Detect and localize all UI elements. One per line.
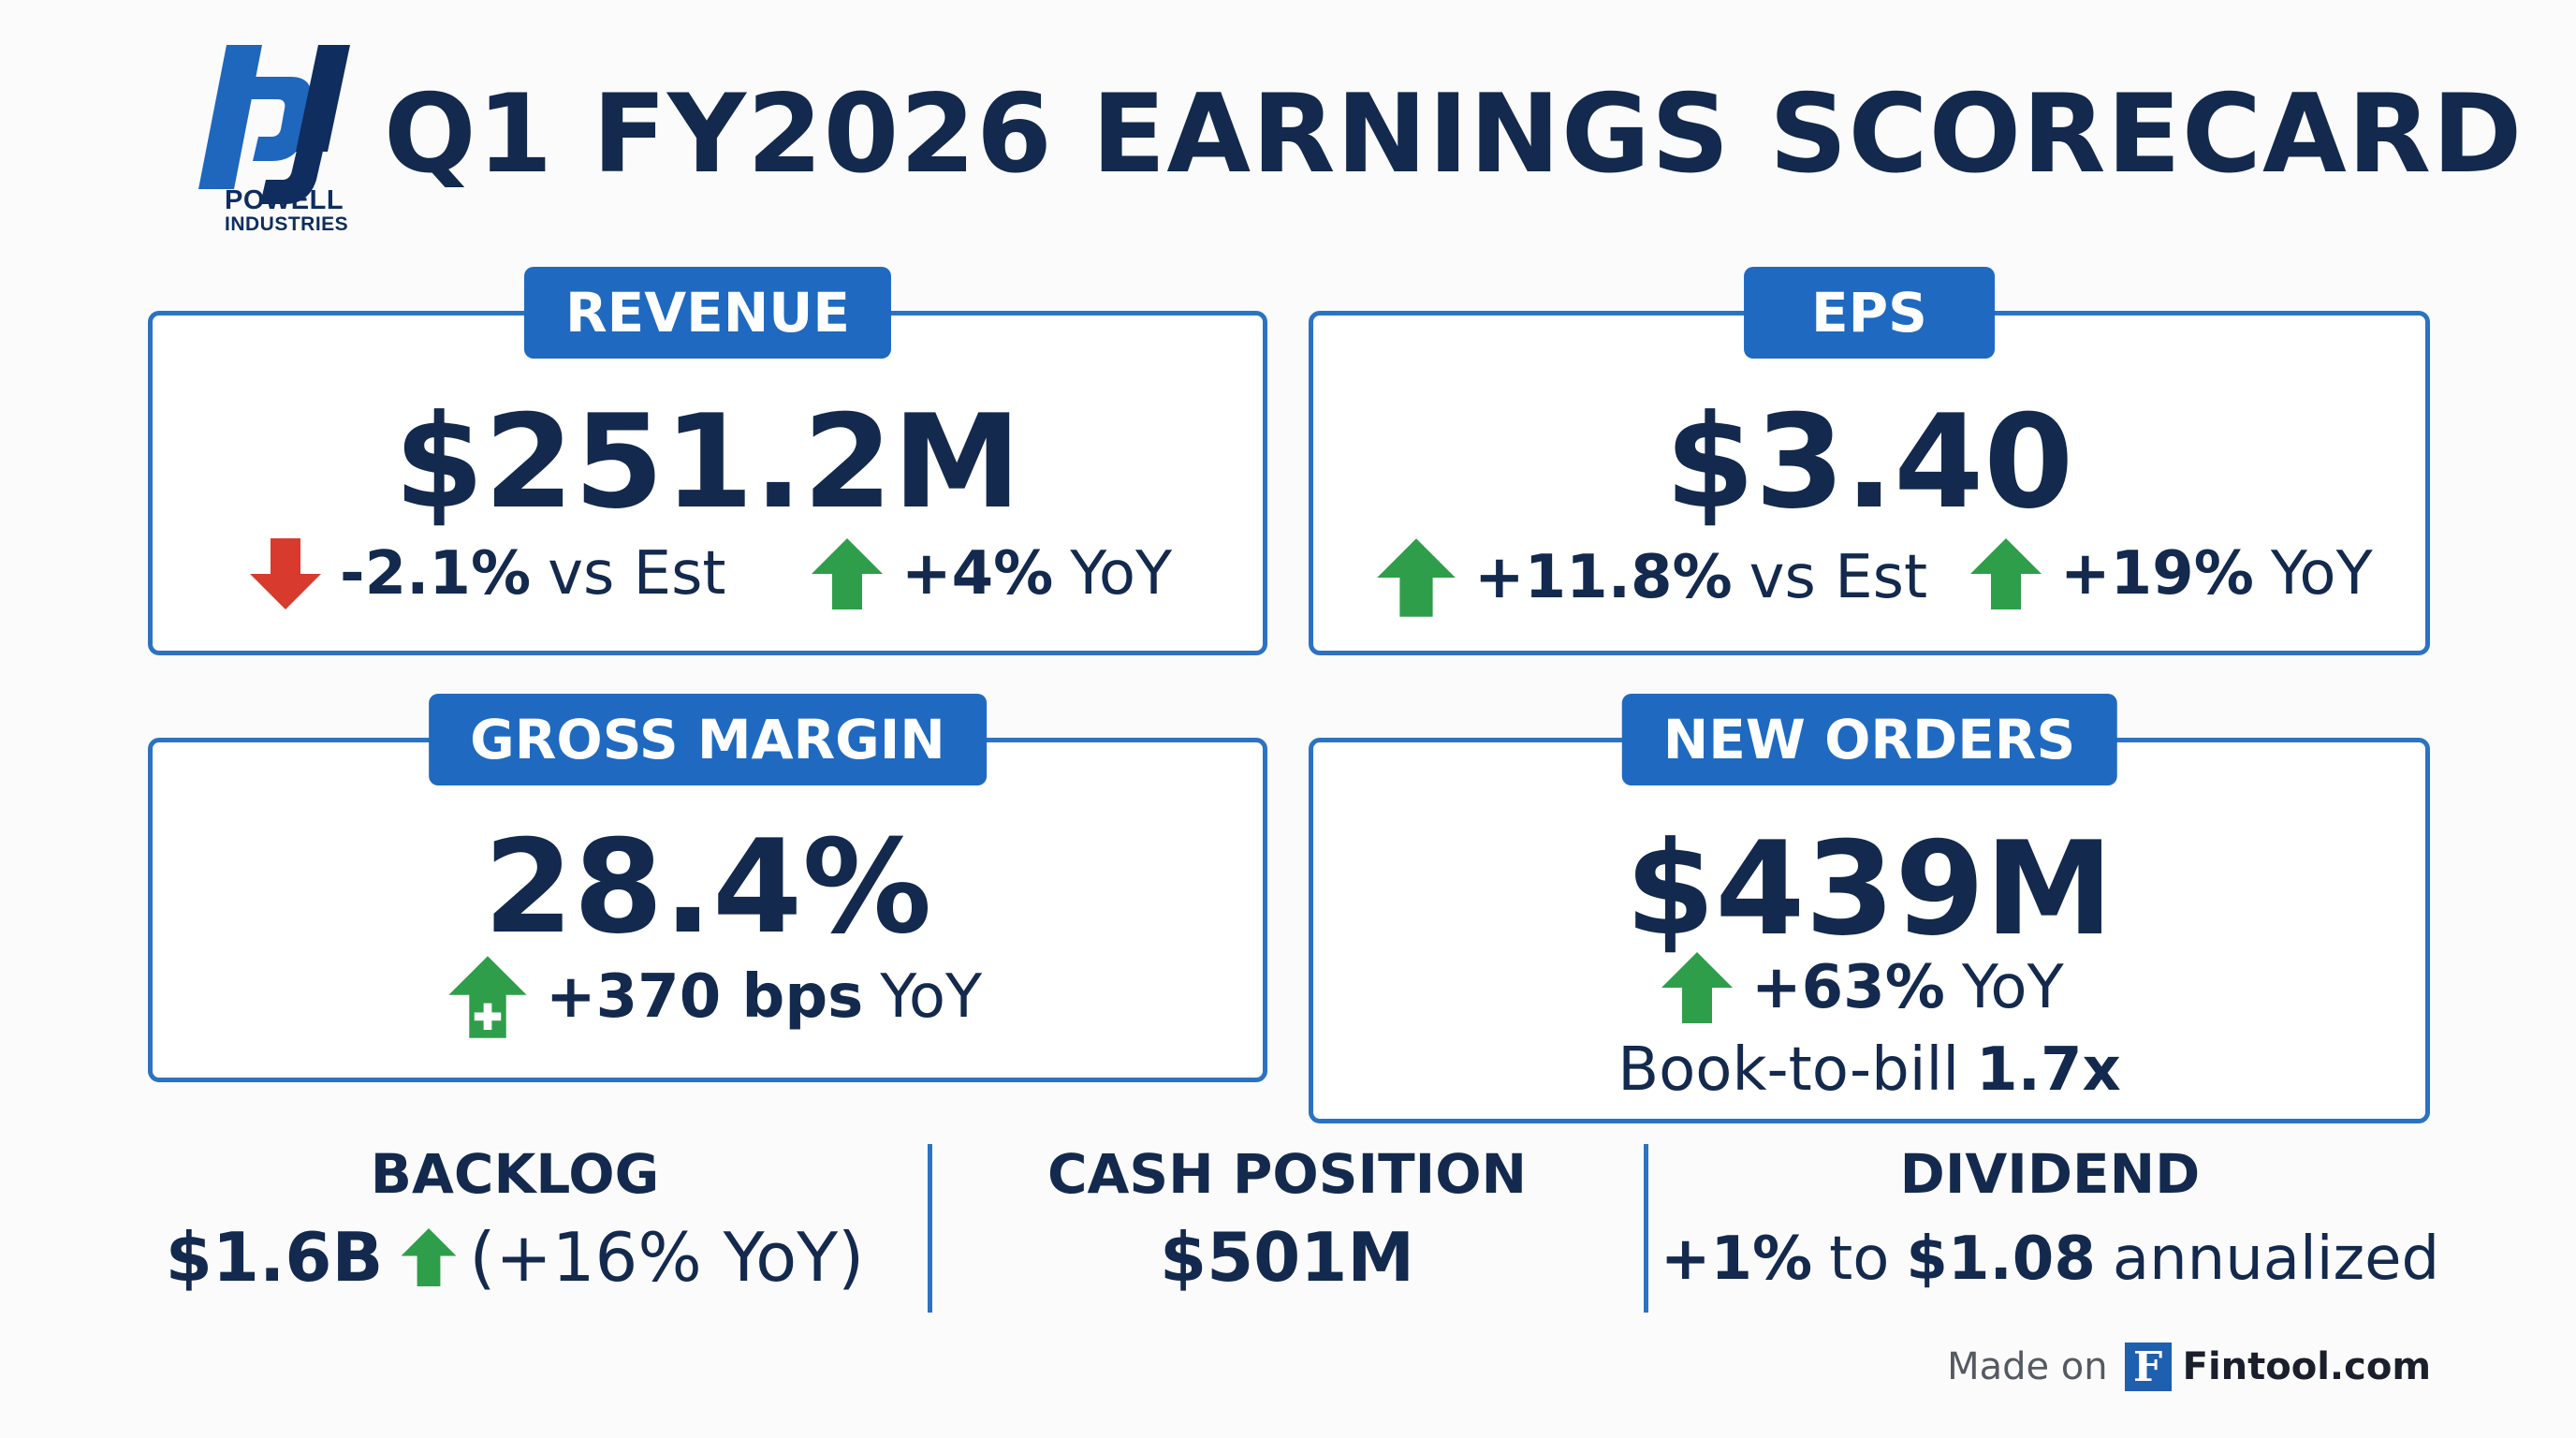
backlog-metric: BACKLOG $1.6B (+16% YoY) <box>159 1147 871 1291</box>
footer-attribution: Made on F Fintool.com <box>1947 1343 2431 1391</box>
arrow-down-icon <box>250 538 321 609</box>
logo-text-industries: INDUSTRIES <box>225 213 349 235</box>
arrow-up-icon <box>1661 952 1733 1023</box>
revenue-label: REVENUE <box>523 267 892 359</box>
bottom-divider-right <box>1644 1144 1648 1313</box>
page-title: Q1 FY2026 EARNINGS SCORECARD <box>384 71 2524 198</box>
eps-card: EPS $3.40 +11.8% vs Est +19% YoY <box>1309 267 2430 655</box>
backlog-value: $1.6B <box>165 1218 384 1297</box>
backlog-change: (+16% YoY) <box>469 1218 865 1297</box>
bottom-divider-left <box>928 1144 932 1313</box>
powell-logo-mark <box>198 45 350 204</box>
logo-text-powell: POWELL <box>225 185 344 215</box>
cash-position-title: CASH POSITION <box>1046 1142 1528 1206</box>
revenue-yoy-label: YoY <box>1070 539 1173 609</box>
eps-value: $3.40 <box>1664 387 2074 537</box>
dividend-title: DIVIDEND <box>1899 1142 2201 1206</box>
dividend-amount: $1.08 <box>1906 1225 2096 1294</box>
revenue-vs-est: -2.1% vs Est <box>248 536 726 611</box>
dividend-to: to <box>1829 1225 1890 1294</box>
gross-margin-label: GROSS MARGIN <box>429 694 987 785</box>
eps-yoy-label: YoY <box>2270 539 2373 609</box>
made-on-label: Made on <box>1947 1345 2108 1388</box>
new-orders-yoy-label: YoY <box>1961 953 2064 1022</box>
new-orders-yoy-value: +63% <box>1751 953 1945 1022</box>
backlog-title: BACKLOG <box>370 1142 660 1206</box>
arrow-up-icon <box>1970 538 2042 609</box>
gross-margin-card: GROSS MARGIN 28.4% +370 bps YoY <box>148 694 1267 1082</box>
new-orders-yoy: +63% YoY <box>1660 950 2064 1025</box>
arrow-up-icon <box>1377 538 1456 617</box>
revenue-yoy-value: +4% <box>901 539 1054 609</box>
revenue-vs-est-value: -2.1% <box>340 539 532 609</box>
gross-margin-yoy-value: +370 bps <box>546 962 864 1032</box>
new-orders-label: NEW ORDERS <box>1621 694 2117 785</box>
cash-position-metric: CASH POSITION $501M <box>955 1147 1619 1291</box>
arrow-up-plus-icon <box>448 956 527 1038</box>
cash-position-value-row: $501M <box>955 1224 1619 1291</box>
dividend-value-row: +1% to $1.08 annualized <box>1661 1225 2439 1294</box>
revenue-vs-est-label: vs Est <box>548 539 726 609</box>
arrow-up-icon <box>401 1228 457 1286</box>
new-orders-card: NEW ORDERS $439M +63% YoY Book-to-bill 1… <box>1309 694 2430 1123</box>
eps-yoy: +19% YoY <box>1969 536 2373 611</box>
eps-vs-est-value: +11.8% <box>1474 543 1733 612</box>
fintool-logo-icon: F <box>2124 1343 2172 1391</box>
dividend-change: +1% <box>1660 1225 1813 1294</box>
book-to-bill: Book-to-bill 1.7x <box>1313 1040 2425 1100</box>
dividend-metric: DIVIDEND +1% to $1.08 annualized <box>1661 1142 2439 1294</box>
backlog-value-row: $1.6B (+16% YoY) <box>159 1224 871 1291</box>
revenue-yoy: +4% YoY <box>810 536 1172 611</box>
revenue-card: REVENUE $251.2M -2.1% vs Est +4% YoY <box>148 267 1267 655</box>
new-orders-value: $439M <box>1625 814 2114 964</box>
fintool-brand[interactable]: Fintool.com <box>2182 1345 2431 1388</box>
eps-vs-est: +11.8% vs Est <box>1375 536 1927 619</box>
gross-margin-value: 28.4% <box>483 812 932 962</box>
book-to-bill-label: Book-to-bill <box>1617 1035 1960 1105</box>
gross-margin-yoy: +370 bps YoY <box>446 954 982 1040</box>
eps-vs-est-label: vs Est <box>1749 543 1928 612</box>
gross-margin-yoy-label: YoY <box>880 962 983 1032</box>
arrow-up-icon <box>812 538 883 609</box>
eps-yoy-value: +19% <box>2060 539 2254 609</box>
book-to-bill-value: 1.7x <box>1976 1035 2121 1105</box>
dividend-suffix: annualized <box>2112 1225 2440 1294</box>
revenue-value: $251.2M <box>394 387 1021 537</box>
eps-label: EPS <box>1744 267 1995 359</box>
cash-position-value: $501M <box>1159 1218 1415 1297</box>
